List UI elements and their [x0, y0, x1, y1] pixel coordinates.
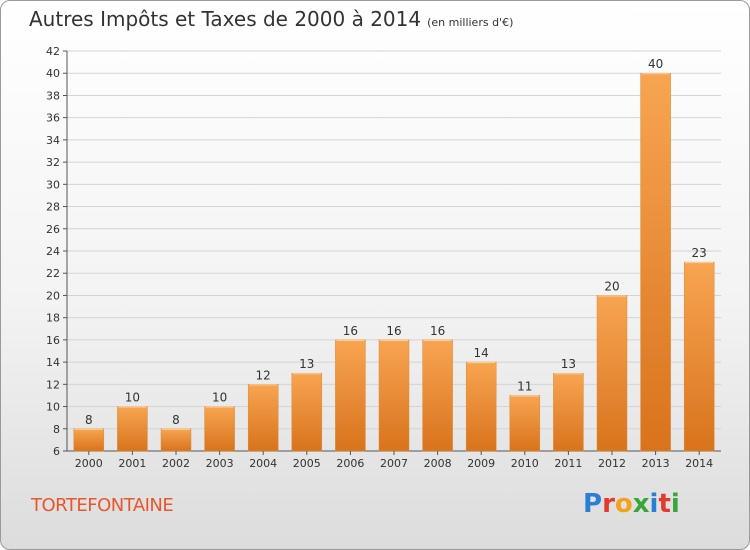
bar	[247, 384, 279, 452]
y-tick-label: 40	[46, 67, 60, 80]
x-axis-ticks: 2000 2001 2002 2003 2004 2005 2006 2007 2008 2009…	[75, 451, 713, 470]
bar	[291, 372, 323, 452]
y-tick-label: 42	[46, 45, 60, 58]
bar	[160, 428, 192, 452]
x-tick-label: 2010	[511, 457, 539, 470]
logo-letter: x	[632, 489, 650, 519]
x-tick-label: 2005	[293, 457, 321, 470]
x-tick-label: 2008	[424, 457, 452, 470]
bar	[204, 406, 235, 452]
x-tick-label: 2000	[75, 457, 103, 470]
y-tick-label: 38	[46, 89, 60, 102]
bar	[509, 395, 541, 452]
chart-subtitle: (en milliers d'€)	[427, 16, 514, 29]
y-tick-label: 10	[46, 401, 60, 414]
bar-value-label: 40	[648, 57, 663, 71]
y-tick-label: 28	[46, 201, 60, 214]
y-tick-label: 20	[46, 289, 60, 302]
y-tick-label: 12	[46, 378, 60, 391]
bar	[335, 339, 366, 452]
commune-name: TORTEFONTAINE	[31, 495, 174, 516]
bar-value-label: 16	[430, 324, 445, 338]
bar-value-label: 13	[299, 357, 314, 371]
y-tick-label: 16	[46, 334, 60, 347]
x-tick-label: 2003	[206, 457, 234, 470]
bar-value-label: 12	[256, 368, 271, 382]
x-tick-label: 2001	[118, 457, 146, 470]
y-tick-label: 26	[46, 223, 60, 236]
logo-letter: P	[583, 489, 603, 519]
y-tick-label: 36	[46, 112, 60, 125]
bar-value-label: 11	[517, 379, 532, 393]
bar-value-label: 16	[343, 324, 358, 338]
proxiti-logo: Proxiti	[583, 489, 680, 519]
bar-value-label: 13	[561, 357, 576, 371]
logo-letter: r	[602, 489, 615, 519]
bar	[117, 406, 148, 452]
y-tick-label: 22	[46, 267, 60, 280]
y-tick-label: 18	[46, 312, 60, 325]
bar-value-label: 23	[692, 246, 707, 260]
bar-value-label: 20	[604, 279, 619, 293]
bar	[73, 428, 105, 452]
logo-letter: o	[614, 489, 633, 519]
x-tick-label: 2013	[642, 457, 670, 470]
y-tick-label: 14	[46, 356, 60, 369]
bar	[683, 261, 715, 452]
bar	[640, 72, 671, 452]
bar	[465, 361, 497, 452]
value-labels: 8 10 8 10 12 13 16 16 16 14 11 13 20 40 23	[85, 57, 707, 427]
y-tick-label: 30	[46, 178, 60, 191]
bar	[553, 372, 584, 452]
x-tick-label: 2012	[598, 457, 626, 470]
bar-value-label: 16	[386, 324, 401, 338]
bar	[422, 339, 453, 452]
x-tick-label: 2011	[554, 457, 582, 470]
bar-value-label: 10	[125, 391, 140, 405]
x-tick-label: 2014	[685, 457, 713, 470]
x-tick-label: 2006	[336, 457, 364, 470]
x-tick-label: 2004	[249, 457, 277, 470]
x-tick-label: 2002	[162, 457, 190, 470]
chart-title-text: Autres Impôts et Taxes de 2000 à 2014	[29, 7, 422, 31]
logo-letter: t	[658, 489, 671, 519]
bar-value-label: 10	[212, 391, 227, 405]
bar-value-label: 8	[85, 413, 93, 427]
logo-letter: i	[670, 489, 680, 519]
x-tick-label: 2007	[380, 457, 408, 470]
chart-title: Autres Impôts et Taxes de 2000 à 2014 (en…	[29, 7, 513, 31]
bar-value-label: 8	[172, 413, 180, 427]
logo-letter: i	[649, 489, 659, 519]
bar-value-label: 14	[474, 346, 489, 360]
y-tick-label: 8	[53, 423, 60, 436]
y-tick-label: 6	[53, 445, 60, 458]
bar	[596, 295, 628, 452]
y-axis-ticks: 6 8 10 12 14 16 18 20 22 24 26 28 30 32 34 36 38 40 42	[46, 45, 721, 458]
bar	[378, 339, 410, 452]
y-tick-label: 32	[46, 156, 60, 169]
y-tick-label: 24	[46, 245, 60, 258]
bars	[73, 72, 715, 452]
y-tick-label: 34	[46, 134, 60, 147]
x-tick-label: 2009	[467, 457, 495, 470]
